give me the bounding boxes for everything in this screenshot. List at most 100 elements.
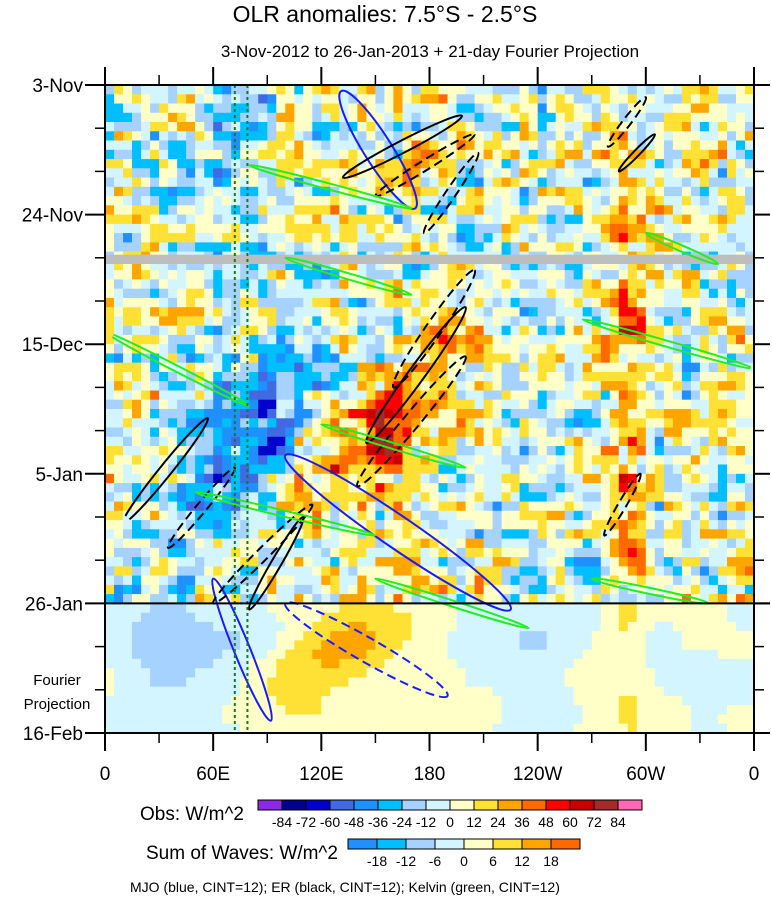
heatmap-cell — [645, 612, 656, 623]
heatmap-cell — [186, 686, 196, 697]
heatmap-cell — [330, 668, 340, 679]
heatmap-cell — [186, 307, 196, 318]
heatmap-cell — [177, 594, 187, 604]
heatmap-cell — [411, 362, 422, 373]
heatmap-cell — [411, 677, 422, 688]
heatmap-cell — [609, 510, 620, 521]
heatmap-cell — [285, 538, 295, 549]
heatmap-cell — [132, 103, 142, 114]
heatmap-cell — [573, 85, 584, 95]
heatmap-cell — [177, 566, 187, 577]
heatmap-cell — [186, 223, 196, 234]
heatmap-cell — [672, 492, 683, 503]
heatmap-cell — [357, 307, 367, 318]
heatmap-cell — [123, 233, 133, 243]
heatmap-cell — [402, 223, 413, 234]
heatmap-cell — [420, 584, 431, 595]
heatmap-cell — [204, 696, 214, 706]
heatmap-cell — [168, 399, 178, 410]
heatmap-cell — [213, 85, 223, 95]
heatmap-cell — [222, 122, 232, 132]
heatmap-cell — [663, 196, 674, 206]
heatmap-cell — [249, 233, 259, 243]
heatmap-cell — [159, 112, 169, 123]
heatmap-cell — [447, 529, 458, 540]
heatmap-cell — [177, 307, 187, 318]
heatmap-cell — [618, 140, 629, 151]
heatmap-cell — [609, 621, 620, 632]
heatmap-cell — [501, 94, 512, 105]
heatmap-cell — [141, 390, 151, 401]
heatmap-cell — [582, 612, 593, 623]
heatmap-cell — [474, 168, 485, 179]
heatmap-cell — [600, 381, 611, 392]
heatmap-cell — [114, 196, 124, 206]
heatmap-cell — [564, 279, 575, 290]
heatmap-cell — [150, 140, 160, 151]
heatmap-cell — [231, 362, 241, 373]
heatmap-cell — [312, 381, 322, 392]
heatmap-cell — [537, 297, 548, 308]
heatmap-cell — [555, 390, 566, 401]
heatmap-cell — [105, 668, 115, 679]
heatmap-cell — [141, 427, 151, 438]
heatmap-cell — [564, 381, 575, 392]
heatmap-cell — [213, 344, 223, 355]
heatmap-cell — [348, 409, 358, 419]
heatmap-cell — [411, 594, 422, 604]
heatmap-cell — [159, 85, 169, 95]
heatmap-cell — [627, 316, 638, 327]
heatmap-cell — [492, 223, 503, 234]
heatmap-cell — [375, 279, 385, 290]
heatmap-cell — [222, 723, 232, 734]
heatmap-cell — [384, 483, 394, 493]
heatmap-cell — [745, 103, 755, 114]
heatmap-cell — [303, 94, 313, 105]
heatmap-cell — [339, 603, 349, 614]
heatmap-cell — [159, 492, 169, 503]
heatmap-cell — [745, 603, 755, 614]
heatmap-cell — [519, 297, 530, 308]
heatmap-cell — [276, 584, 286, 595]
heatmap-cell — [132, 658, 142, 669]
heatmap-cell — [519, 705, 530, 716]
heatmap-cell — [736, 464, 746, 475]
heatmap-cell — [321, 297, 331, 308]
heatmap-cell — [186, 288, 196, 299]
heatmap-cell — [600, 325, 611, 336]
heatmap-cell — [654, 399, 665, 410]
heatmap-cell — [492, 705, 503, 716]
heatmap-cell — [465, 196, 476, 206]
heatmap-cell — [411, 547, 422, 558]
heatmap-cell — [591, 612, 602, 623]
heatmap-cell — [330, 131, 340, 142]
heatmap-cell — [222, 381, 232, 392]
heatmap-cell — [546, 205, 557, 216]
heatmap-cell — [672, 686, 683, 697]
heatmap-cell — [150, 603, 160, 614]
heatmap-cell — [429, 640, 440, 651]
heatmap-cell — [105, 538, 115, 549]
heatmap-cell — [114, 649, 124, 660]
heatmap-cell — [150, 344, 160, 355]
heatmap-cell — [123, 307, 133, 318]
heatmap-cell — [708, 297, 719, 308]
heatmap-cell — [402, 603, 413, 614]
heatmap-cell — [699, 140, 710, 151]
heatmap-cell — [573, 205, 584, 216]
heatmap-cell — [717, 149, 728, 160]
heatmap-cell — [357, 621, 367, 632]
heatmap-cell — [321, 705, 331, 716]
heatmap-cell — [348, 705, 358, 716]
heatmap-cell — [501, 297, 512, 308]
heatmap-cell — [537, 566, 548, 577]
heatmap-cell — [727, 186, 737, 197]
heatmap-cell — [717, 473, 728, 484]
heatmap-cell — [168, 316, 178, 327]
heatmap-cell — [600, 714, 611, 725]
heatmap-cell — [204, 297, 214, 308]
heatmap-cell — [519, 677, 530, 688]
heatmap-cell — [474, 520, 485, 530]
heatmap-cell — [564, 186, 575, 197]
heatmap-cell — [474, 427, 485, 438]
